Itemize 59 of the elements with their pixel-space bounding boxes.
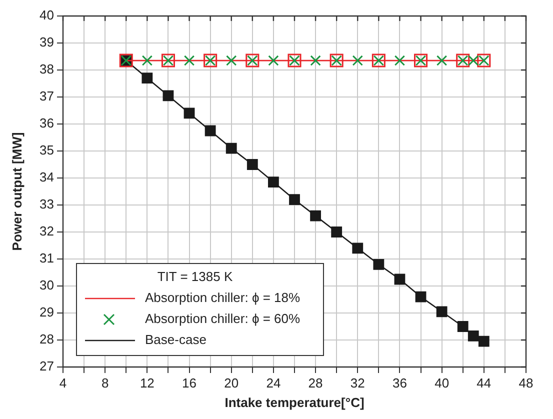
x-tick-label: 20 bbox=[224, 375, 239, 390]
y-tick-label: 34 bbox=[40, 170, 54, 185]
y-tick-label: 35 bbox=[40, 142, 54, 158]
point bbox=[415, 291, 426, 302]
point bbox=[184, 108, 195, 119]
y-tick-label: 36 bbox=[40, 116, 54, 131]
y-tick-label: 31 bbox=[40, 250, 54, 266]
point bbox=[204, 125, 216, 136]
point bbox=[268, 55, 279, 66]
point bbox=[142, 72, 153, 84]
point bbox=[310, 210, 321, 222]
x-tick-label: 44 bbox=[476, 375, 492, 390]
x-axis-title: Intake temperature[°C] bbox=[224, 394, 364, 410]
point bbox=[226, 55, 237, 66]
point bbox=[478, 336, 490, 347]
x-tick-label: 40 bbox=[434, 375, 450, 390]
point bbox=[268, 176, 279, 188]
point bbox=[162, 90, 174, 102]
point bbox=[436, 306, 448, 318]
point bbox=[331, 226, 342, 238]
y-tick-label: 38 bbox=[40, 62, 54, 77]
legend-label: Absorption chiller: ϕ = 18% bbox=[145, 290, 300, 306]
point bbox=[468, 330, 479, 342]
y-axis-title: Power output [MW] bbox=[9, 132, 24, 251]
y-tick-label: 37 bbox=[40, 88, 54, 104]
y-tick-label: 32 bbox=[40, 224, 54, 239]
point bbox=[142, 55, 153, 66]
y-tick-label: 29 bbox=[40, 304, 54, 320]
y-tick-label: 30 bbox=[40, 278, 54, 293]
point bbox=[373, 258, 384, 270]
point bbox=[184, 55, 195, 66]
x-tick-label: 32 bbox=[350, 375, 365, 390]
y-tick-label: 27 bbox=[40, 358, 54, 374]
point bbox=[436, 55, 448, 66]
point bbox=[394, 55, 406, 66]
legend-title: TIT = 1385 K bbox=[157, 269, 233, 284]
x-tick-label: 28 bbox=[308, 375, 323, 390]
x-tick-label: 16 bbox=[182, 375, 197, 390]
legend-label: Base-case bbox=[145, 332, 206, 348]
point bbox=[394, 274, 406, 285]
point bbox=[289, 194, 300, 206]
point bbox=[468, 55, 479, 66]
y-tick-label: 40 bbox=[40, 8, 54, 23]
point bbox=[457, 321, 468, 332]
x-tick-label: 8 bbox=[101, 375, 109, 390]
y-tick-label: 39 bbox=[40, 34, 54, 50]
y-tick-label: 28 bbox=[40, 332, 54, 347]
point bbox=[226, 142, 237, 154]
x-tick-label: 48 bbox=[518, 375, 534, 390]
legend-label: Absorption chiller: ϕ = 60% bbox=[145, 311, 300, 326]
point bbox=[310, 55, 321, 66]
x-tick-label: 36 bbox=[392, 375, 407, 390]
x-tick-label: 4 bbox=[59, 375, 67, 390]
point bbox=[352, 55, 363, 66]
y-tick-label: 33 bbox=[40, 196, 54, 212]
point bbox=[246, 159, 258, 170]
point bbox=[352, 242, 364, 254]
x-tick-label: 24 bbox=[266, 375, 281, 390]
x-tick-label: 12 bbox=[140, 375, 154, 390]
